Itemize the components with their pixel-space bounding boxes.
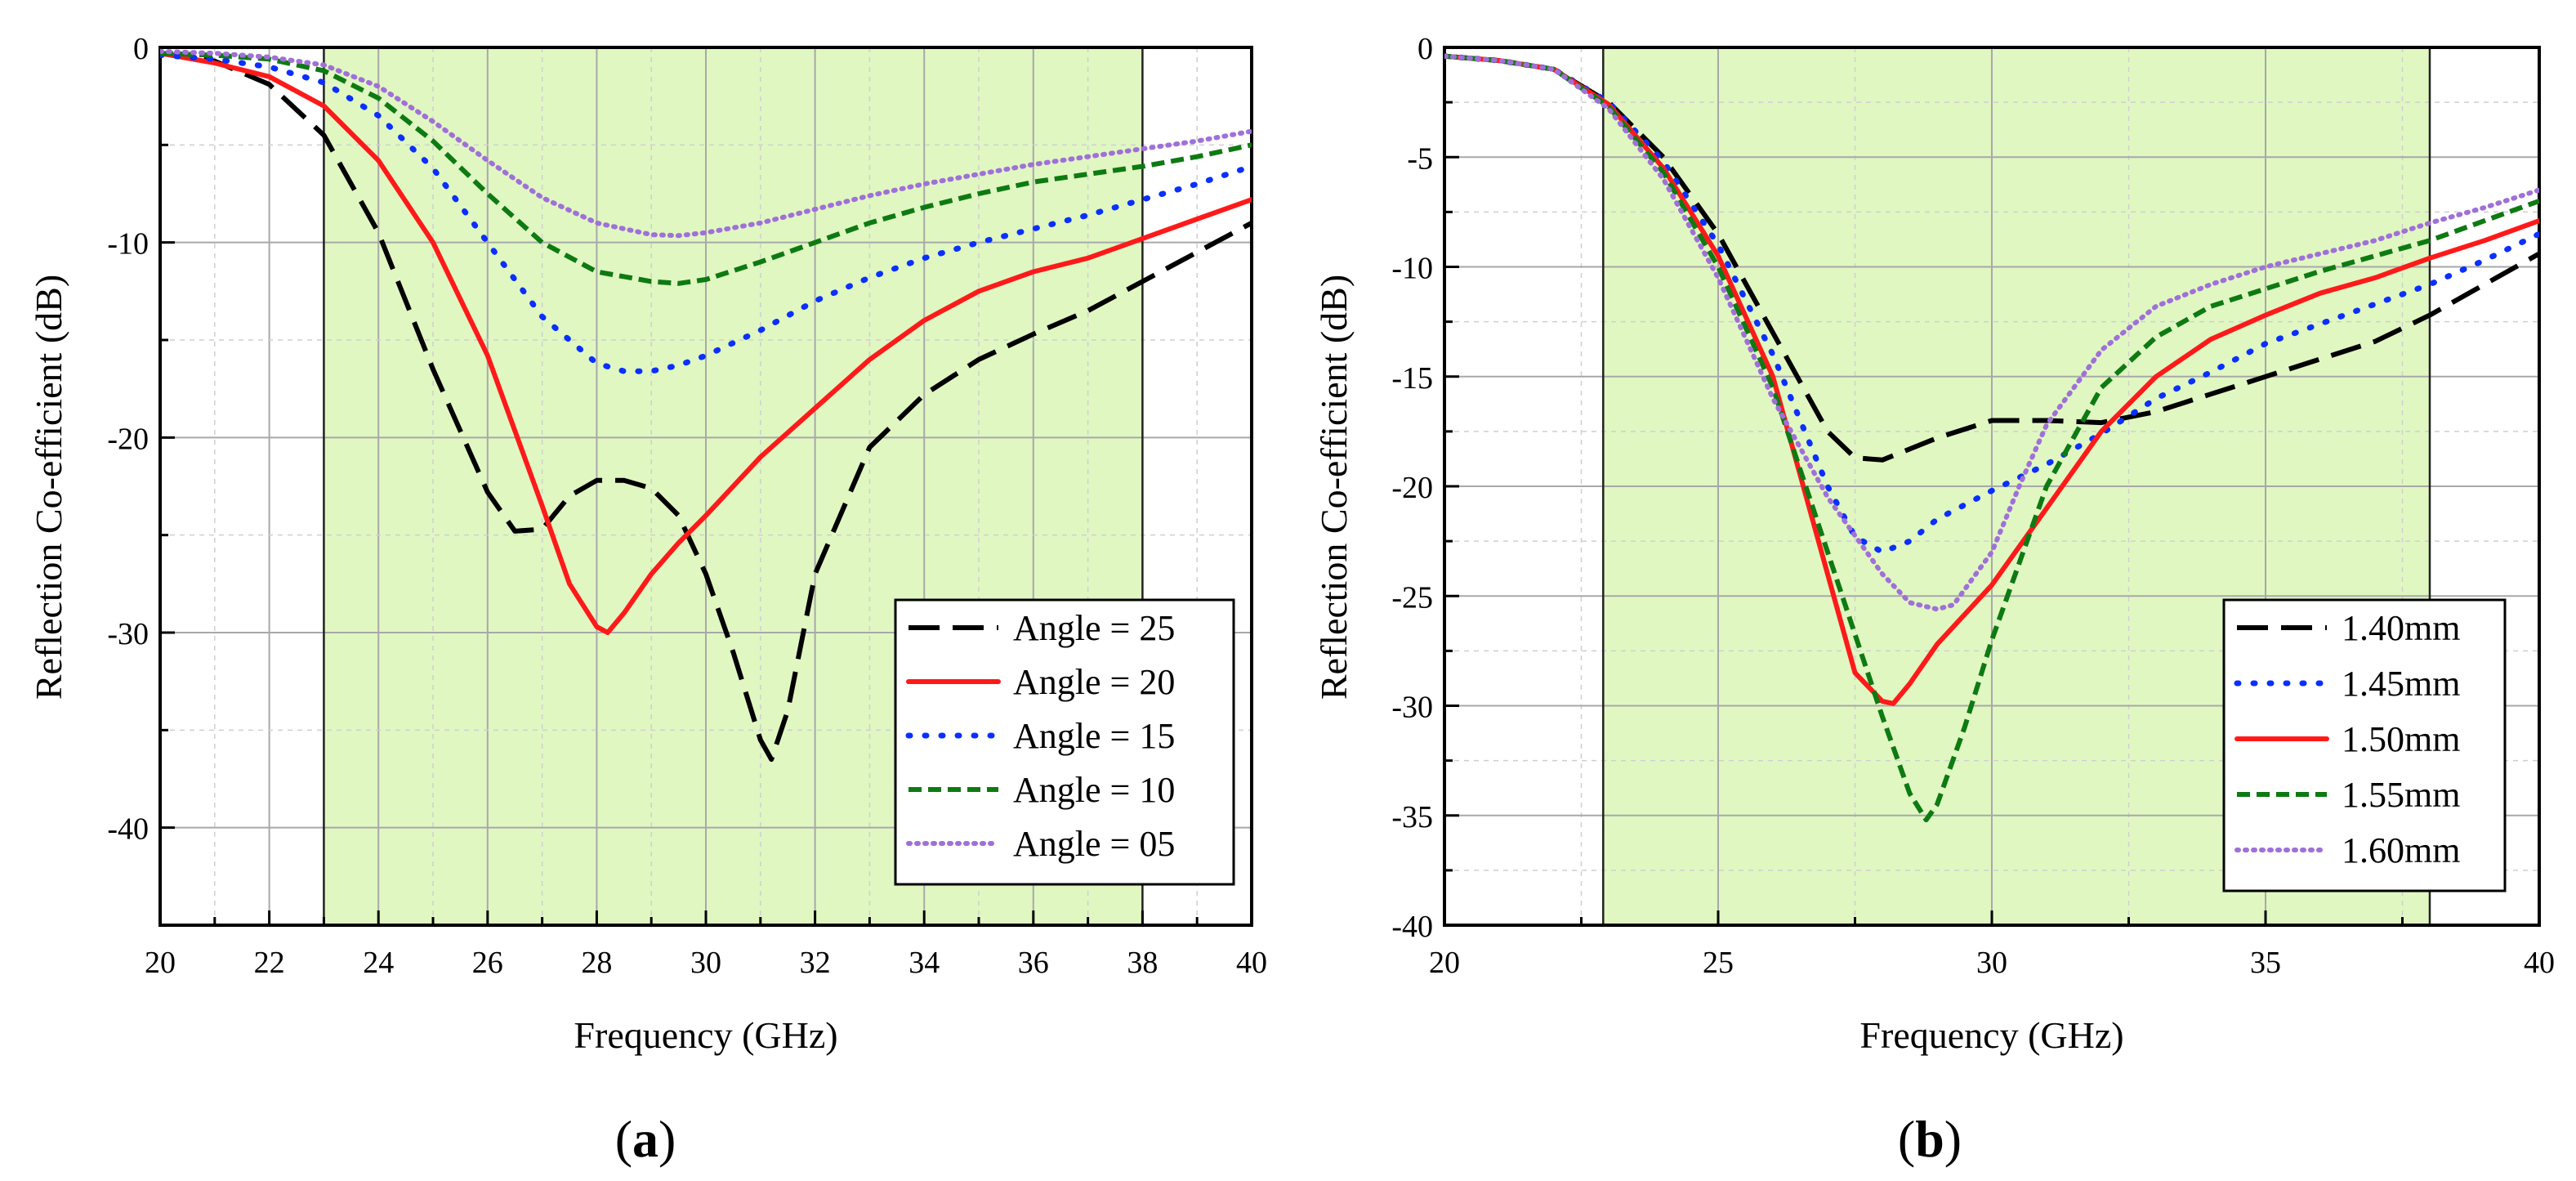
series-line	[160, 51, 1252, 286]
x-axis: 20 22 24 26 28 30 32 34 36 38 40	[145, 910, 1267, 980]
series-line	[1444, 53, 2539, 463]
x-tick-label: 40	[1236, 946, 1267, 980]
series-line	[160, 52, 1252, 374]
y-tick-label: -40	[1391, 910, 1433, 944]
y-tick-label: -30	[107, 617, 149, 651]
series-line	[1444, 53, 2539, 612]
legend-label: Angle = 05	[1013, 824, 1175, 864]
x-tick-label: 25	[1703, 946, 1734, 980]
legend-label: Angle = 25	[1013, 608, 1175, 648]
chart-panel-b: 0 -5 -10 -15 -20 -25 -30 -35 -40 20 25 30 35 40 Freq…	[1313, 32, 2555, 1168]
series-line	[1444, 53, 2539, 555]
x-tick-label: 22	[254, 946, 285, 980]
x-tick-label: 38	[1127, 946, 1158, 980]
series-line	[160, 51, 1252, 635]
x-tick-label: 32	[800, 946, 831, 980]
y-tick-label: -35	[1391, 800, 1433, 834]
legend-label: 1.45mm	[2342, 664, 2460, 704]
legend-label: 1.60mm	[2342, 830, 2460, 870]
y-tick-label: -30	[1391, 691, 1433, 725]
y-tick-label: -40	[107, 812, 149, 847]
y-tick-label: -5	[1407, 141, 1433, 176]
legend-box	[2222, 598, 2507, 892]
series-line	[160, 48, 1252, 239]
legend-label: 1.50mm	[2342, 719, 2460, 759]
series-line	[160, 51, 1252, 763]
legend-label: Angle = 15	[1013, 716, 1175, 756]
legend-label: Angle = 10	[1013, 770, 1175, 810]
x-tick-label: 20	[1429, 946, 1460, 980]
y-tick-label: -20	[1391, 471, 1433, 505]
legend-label: 1.55mm	[2342, 775, 2460, 815]
x-tick-label: 26	[472, 946, 503, 980]
x-tick-label: 34	[909, 946, 940, 980]
x-tick-label: 36	[1018, 946, 1049, 980]
y-axis: 0 -10 -20 -30 -40	[107, 32, 175, 927]
series-lines	[160, 48, 1252, 763]
chart-panel-a: 0 -10 -20 -30 -40 20 22 24 26 28 30 32 34 36 38 40 Fre…	[28, 32, 1267, 1168]
y-axis: 0 -5 -10 -15 -20 -25 -30 -35 -40	[1391, 32, 1459, 944]
series-line	[1444, 53, 2539, 823]
x-tick-label: 35	[2250, 946, 2281, 980]
y-tick-label: -10	[1391, 252, 1433, 286]
x-tick-label: 20	[145, 946, 176, 980]
y-tick-label: 0	[1417, 32, 1433, 66]
y-tick-label: -10	[107, 227, 149, 262]
y-tick-label: -15	[1391, 361, 1433, 396]
series-line	[1444, 53, 2539, 706]
legend: 1.40mm 1.45mm 1.50mm 1.55mm 1.60mm	[2222, 598, 2507, 892]
panel-label: (a)	[615, 1110, 676, 1168]
y-tick-label: -20	[107, 422, 149, 456]
x-axis-label: Frequency (GHz)	[1859, 1014, 2123, 1056]
x-tick-label: 24	[363, 946, 394, 980]
x-axis: 20 25 30 35 40	[1429, 910, 2555, 980]
y-axis-label: Reflection Co-efficient (dB)	[28, 275, 69, 700]
x-tick-label: 30	[1976, 946, 2007, 980]
legend-label: Angle = 20	[1013, 662, 1175, 702]
series-lines	[1444, 53, 2539, 823]
legend: Angle = 25 Angle = 20 Angle = 15 Angle = 10…	[894, 598, 1235, 886]
legend-box	[894, 598, 1235, 886]
panel-label: (b)	[1898, 1110, 1962, 1168]
x-tick-label: 28	[581, 946, 612, 980]
y-axis-label: Reflection Co-efficient (dB)	[1313, 275, 1355, 700]
x-tick-label: 40	[2524, 946, 2555, 980]
legend-label: 1.40mm	[2342, 608, 2460, 648]
x-tick-label: 30	[690, 946, 721, 980]
y-tick-label: 0	[133, 32, 149, 66]
x-axis-label: Frequency (GHz)	[574, 1014, 837, 1056]
y-tick-label: -25	[1391, 580, 1433, 615]
